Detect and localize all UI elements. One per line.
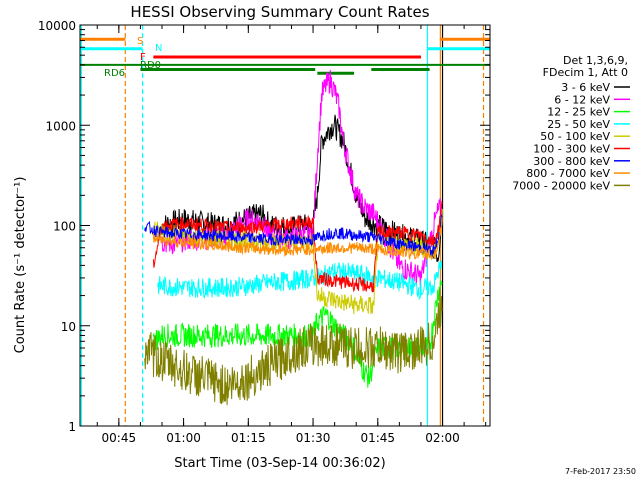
- flag-label: N: [155, 43, 162, 54]
- flag-label: F: [140, 52, 146, 63]
- series-line-5: [152, 200, 443, 293]
- legend-header-line: Det 1,3,6,9,: [563, 54, 628, 67]
- legend-entry-label: 12 - 25 keV: [547, 106, 610, 119]
- legend-entry-label: 25 - 50 keV: [547, 118, 610, 131]
- x-tick-label: 02:00: [425, 431, 460, 445]
- chart-title: HESSI Observing Summary Count Rates: [130, 3, 429, 21]
- legend-entry-label: 300 - 800 keV: [533, 155, 610, 168]
- flag-label: RD0: [140, 60, 161, 71]
- series-line-6: [144, 213, 443, 257]
- series-line-1: [161, 69, 443, 290]
- y-tick-label: 10: [61, 320, 76, 334]
- axes: 00:45 01:00 01:15 01:30 01:45 02:00 1 10 100 1000…: [38, 19, 491, 445]
- series-line-8: [144, 288, 443, 406]
- y-tick-label: 100: [53, 220, 76, 234]
- x-axis-label: Start Time (03-Sep-14 00:36:02): [174, 456, 385, 471]
- legend-entry-label: 7000 - 20000 keV: [512, 179, 610, 192]
- series-line-3: [157, 260, 443, 301]
- timestamp: 7-Feb-2017 23:50: [565, 467, 636, 476]
- legend-entry-label: 800 - 7000 keV: [526, 167, 610, 180]
- x-tick-label: 01:45: [360, 431, 395, 445]
- x-tick-label: 00:45: [102, 431, 137, 445]
- series-line-7: [152, 219, 443, 261]
- flag-label: S: [137, 36, 143, 47]
- x-tick-label: 01:30: [296, 431, 331, 445]
- legend-entry-label: 50 - 100 keV: [540, 130, 610, 143]
- x-tick-label: 01:15: [231, 431, 266, 445]
- y-axis-label: Count Rate (s⁻¹ detector⁻¹): [13, 177, 28, 354]
- y-tick-label: 10000: [38, 19, 76, 33]
- legend-header-line: FDecim 1, Att 0: [543, 66, 628, 79]
- legend-entry-label: 6 - 12 keV: [554, 93, 610, 106]
- legend-entry-label: 100 - 300 keV: [533, 143, 610, 156]
- flag-label: RD6: [104, 68, 125, 79]
- x-tick-label: 01:00: [166, 431, 201, 445]
- y-tick-label: 1: [68, 420, 76, 434]
- series-lines: [144, 69, 443, 406]
- legend-entry-label: 3 - 6 keV: [561, 81, 610, 94]
- y-tick-label: 1000: [45, 119, 76, 133]
